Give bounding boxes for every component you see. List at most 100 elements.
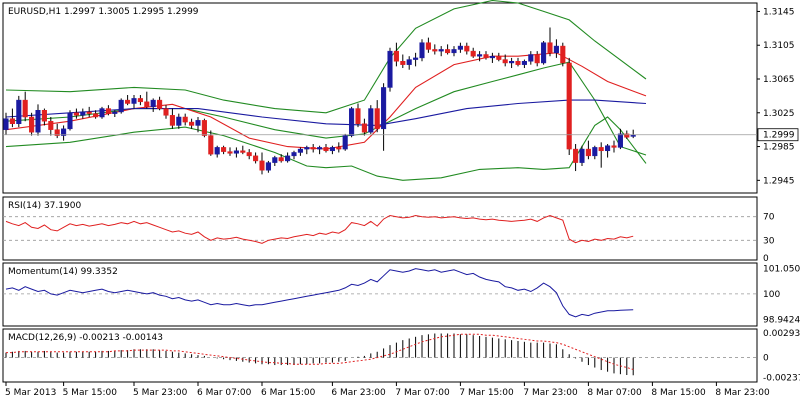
candle-body <box>118 99 124 113</box>
momentum-tick-label: 101.0502 <box>763 265 800 275</box>
candle-body <box>553 45 559 54</box>
rsi-pane-frame <box>2 196 758 261</box>
macd-signal-line <box>6 333 634 370</box>
candle-body <box>477 54 483 57</box>
price-tick-label: 1.2985 <box>763 143 795 153</box>
candle-body <box>489 55 495 59</box>
candle-body <box>195 120 201 126</box>
candle-body <box>80 111 86 116</box>
candle-body <box>547 42 553 54</box>
current-price-box <box>757 128 799 142</box>
candle-body <box>425 42 431 50</box>
main-pane: EURUSD,H1 1.2997 1.3005 1.2995 1.2999 <box>2 2 758 194</box>
candle-body <box>592 147 598 157</box>
candle-body <box>413 57 419 60</box>
candle-body <box>470 50 476 57</box>
candle-body <box>368 108 374 133</box>
candle-body <box>272 157 278 163</box>
macd-histogram <box>5 333 634 376</box>
candle-body <box>214 147 220 155</box>
candle-body <box>374 108 380 130</box>
candle-body <box>169 115 175 126</box>
candle-body <box>310 147 316 150</box>
rsi-tick-label: 0 <box>763 254 769 264</box>
candle-body <box>438 49 444 52</box>
time-tick-label: 6 Mar 23:00 <box>331 388 386 398</box>
candle-body <box>182 116 188 123</box>
macd-tick-label: 0 <box>763 354 769 364</box>
candle-body <box>3 118 9 130</box>
candle-body <box>22 99 28 118</box>
time-tick-label: 8 Mar 15:00 <box>651 388 706 398</box>
candle-body <box>521 61 527 65</box>
candle-body <box>105 108 111 114</box>
candle-body <box>342 135 348 150</box>
time-tick-label: 6 Mar 15:00 <box>261 388 316 398</box>
candle-body <box>451 49 457 54</box>
macd-tick-label: 0.00293 <box>763 329 800 339</box>
momentum-pane: Momentum(14) 99.3352 <box>2 262 758 327</box>
candle-body <box>73 112 79 116</box>
price-tick-label: 1.2945 <box>763 176 795 186</box>
candle-body <box>304 147 310 150</box>
candle-body <box>483 54 489 59</box>
candle-body <box>560 45 566 64</box>
candle-body <box>323 147 329 152</box>
candle-body <box>393 50 399 62</box>
candle-body <box>9 118 15 125</box>
time-tick-label: 5 Mar 23:00 <box>133 388 188 398</box>
candle-body <box>297 148 303 153</box>
candle-body <box>253 155 259 162</box>
momentum-tick-label: 98.9424 <box>763 315 800 325</box>
candle-body <box>285 155 291 162</box>
candle-body <box>509 61 515 64</box>
candle-body <box>355 108 361 125</box>
time-tick-label: 7 Mar 23:00 <box>523 388 578 398</box>
candle-body <box>93 113 99 118</box>
candle-body <box>349 108 355 136</box>
candle-body <box>227 151 233 154</box>
time-tick-label: 6 Mar 07:00 <box>197 388 252 398</box>
candle-body <box>67 112 73 130</box>
macd-pane-frame <box>2 328 758 383</box>
candle-body <box>16 99 22 125</box>
candle-body <box>278 157 284 162</box>
candle-body <box>291 152 297 157</box>
candle-body <box>131 98 137 104</box>
candle-body <box>240 150 246 153</box>
candle-body <box>329 147 335 152</box>
rsi-tick-label: 30 <box>763 236 775 246</box>
candle-body <box>419 42 425 59</box>
momentum-header: Momentum(14) 99.3352 <box>8 267 118 277</box>
candle-body <box>496 55 502 60</box>
candle-body <box>611 145 617 148</box>
candle-body <box>221 147 227 152</box>
candle-body <box>534 54 540 64</box>
time-tick-label: 7 Mar 07:00 <box>395 388 450 398</box>
price-tick-label: 1.3065 <box>763 75 795 85</box>
candle-body <box>208 135 214 155</box>
candle-body <box>99 108 105 118</box>
candle-body <box>445 49 451 54</box>
candle-body <box>528 54 534 62</box>
price-tick-label: 1.3105 <box>763 41 795 51</box>
candle-body <box>617 133 623 148</box>
candle-body <box>144 101 150 108</box>
main-pane-frame <box>2 2 758 194</box>
candle-body <box>112 111 118 114</box>
candle-body <box>61 128 67 136</box>
candle-body <box>29 116 35 133</box>
chart-marks: 1.3145 1.3105 1.3065 1.3025 1.2985 1.2945 1.29… <box>3 0 800 398</box>
candle-body <box>137 98 143 103</box>
candle-body <box>317 147 323 150</box>
momentum-tick-label: 100 <box>763 290 780 300</box>
candle-body <box>150 99 156 108</box>
candle-body <box>605 145 611 152</box>
candle-body <box>624 133 630 138</box>
time-tick-label: 5 Mar 2013 <box>5 388 56 398</box>
candle-body <box>157 99 163 109</box>
current-price-label: 1.2999 <box>763 131 795 141</box>
candle-body <box>54 129 60 136</box>
candle-body <box>163 108 169 116</box>
